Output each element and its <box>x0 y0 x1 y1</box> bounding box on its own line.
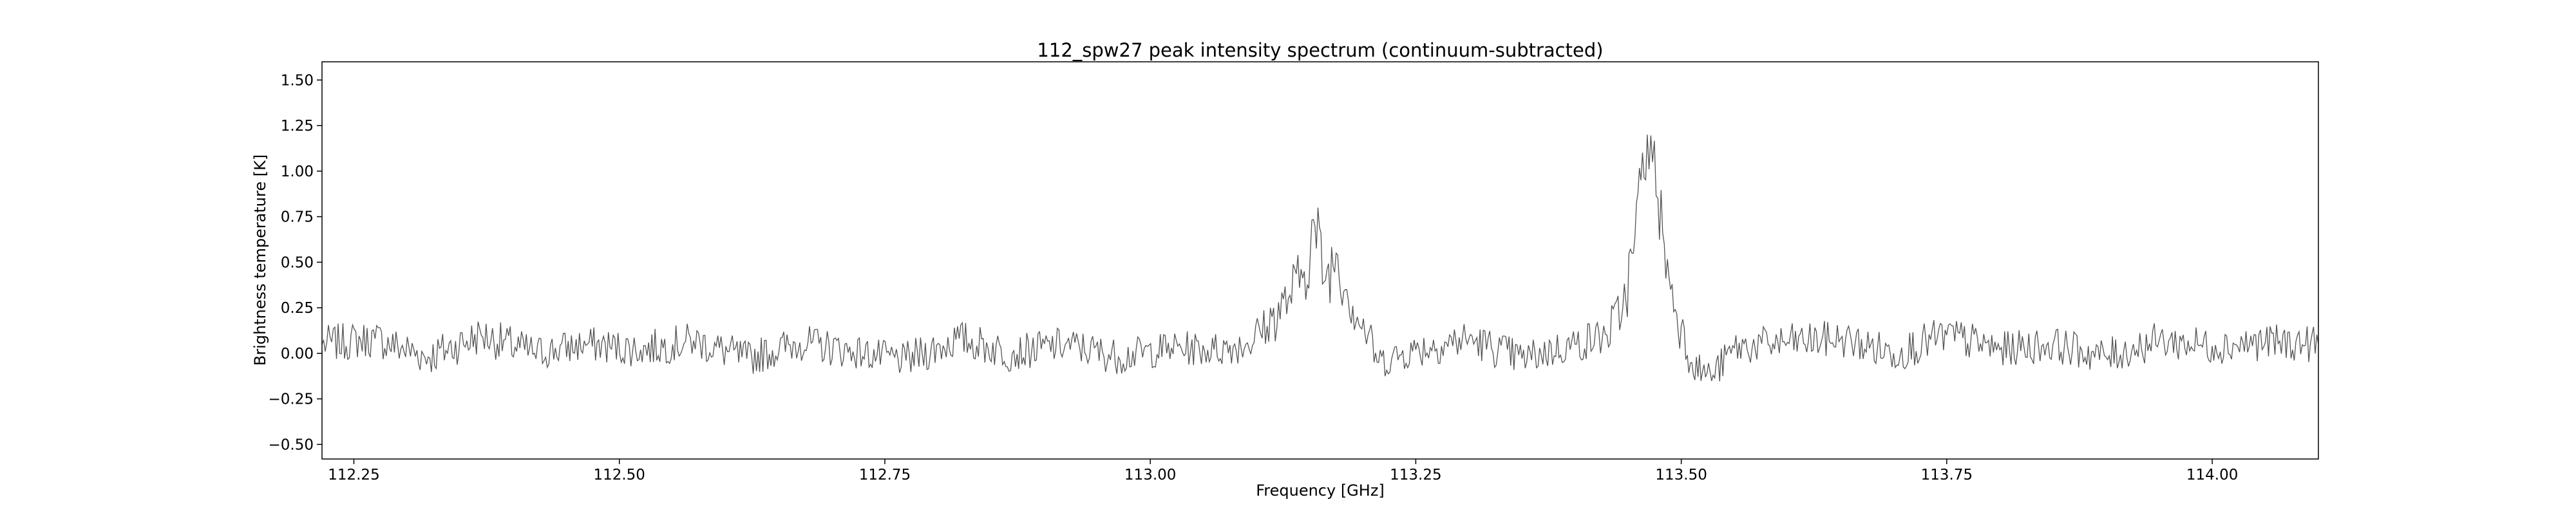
y-axis-label: Brightness temperature [K] <box>251 154 269 366</box>
y-tick-label: 0.50 <box>281 254 314 271</box>
y-tick-label: 0.00 <box>281 346 314 362</box>
x-tick-label: 113.75 <box>1921 467 1973 483</box>
x-axis-label: Frequency [GHz] <box>1256 482 1385 500</box>
x-tick-label: 113.00 <box>1124 467 1176 483</box>
y-tick-label: 1.25 <box>281 118 314 135</box>
x-tick-label: 112.50 <box>593 467 645 483</box>
y-tick-label: 0.25 <box>281 300 314 317</box>
x-axis: 112.25 112.50 112.75 113.00 113.25 113.50 113.… <box>328 459 2238 483</box>
y-tick-label: −0.50 <box>269 436 314 453</box>
plot-area <box>321 135 2319 382</box>
x-tick-label: 113.25 <box>1390 467 1441 483</box>
x-tick-label: 113.50 <box>1655 467 1707 483</box>
y-axis: −0.50 −0.25 0.00 0.25 0.50 0.75 1.00 1.25 1.50 <box>269 72 322 453</box>
y-tick-label: −0.25 <box>269 391 314 408</box>
y-tick-label: 1.00 <box>281 164 314 180</box>
spectrum-line-0 <box>321 135 2319 382</box>
x-tick-label: 114.00 <box>2186 467 2238 483</box>
axes-frame <box>321 61 2319 460</box>
y-tick-label: 0.75 <box>281 209 314 226</box>
x-tick-label: 112.25 <box>328 467 379 483</box>
x-tick-label: 112.75 <box>859 467 911 483</box>
chart-title: 112_spw27 peak intensity spectrum (conti… <box>1037 39 1603 61</box>
y-tick-label: 1.50 <box>281 72 314 89</box>
